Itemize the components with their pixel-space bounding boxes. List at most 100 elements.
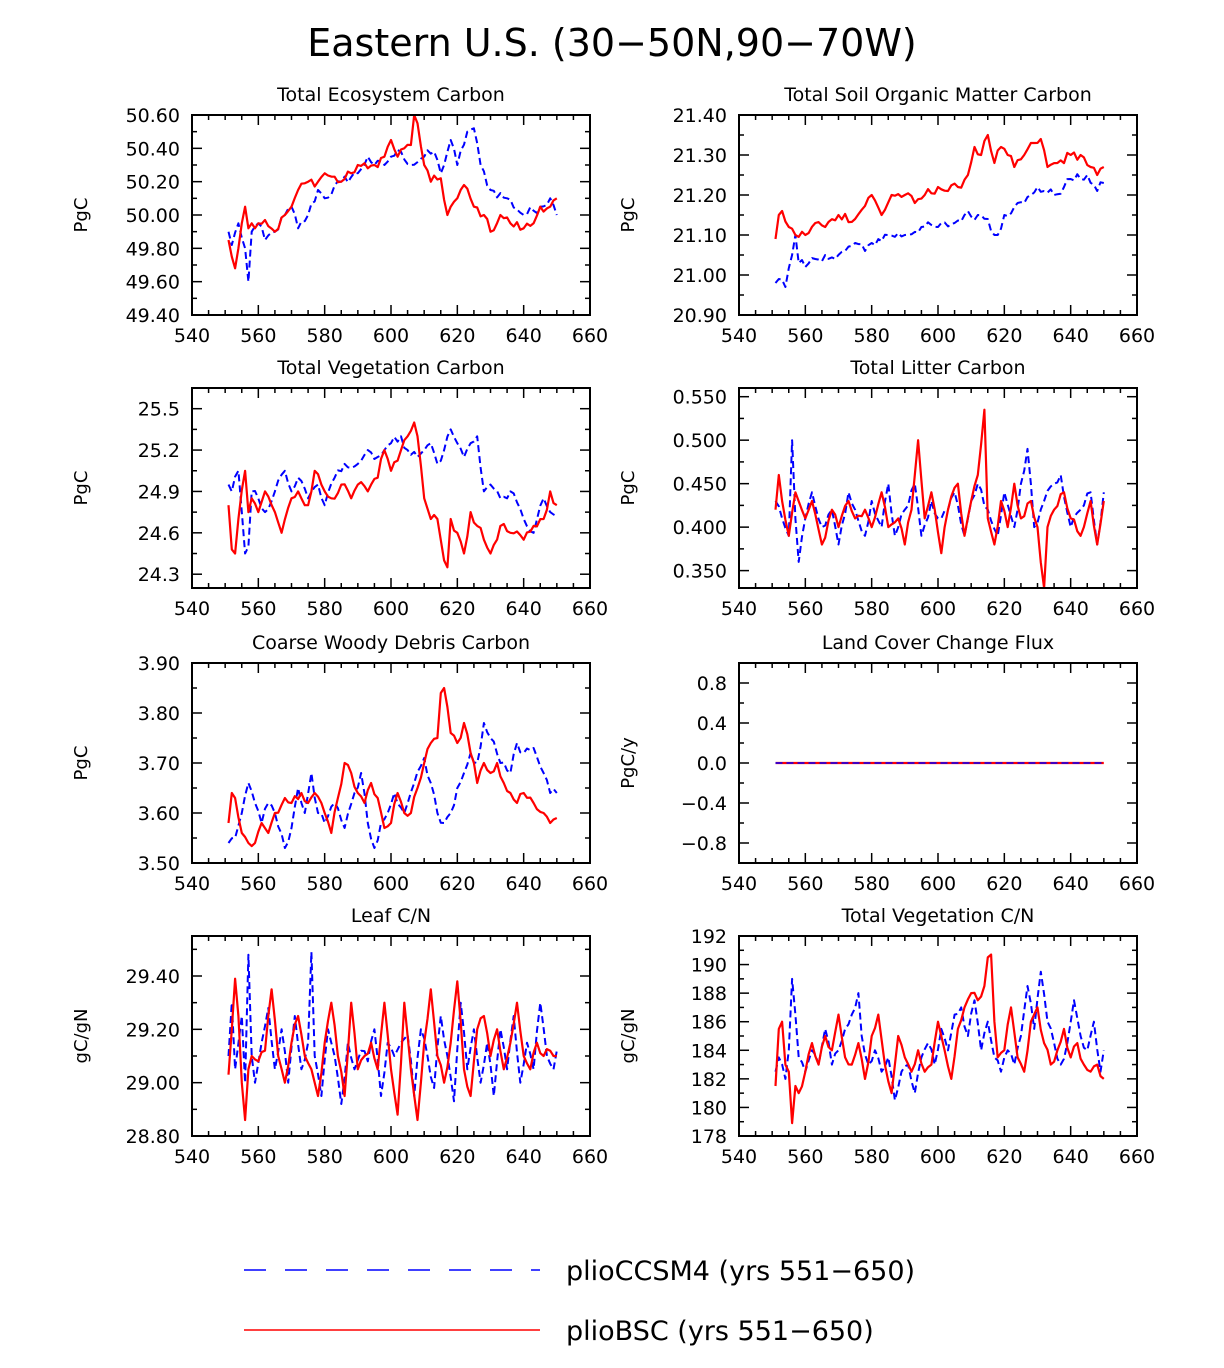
panel-title: Land Cover Change Flux bbox=[822, 632, 1054, 654]
y-axis-label: gC/gN bbox=[71, 1009, 92, 1064]
x-tick-label: 560 bbox=[787, 598, 823, 620]
x-tick-label: 540 bbox=[174, 1146, 210, 1168]
panel-title: Total Soil Organic Matter Carbon bbox=[783, 84, 1092, 106]
x-tick-label: 560 bbox=[240, 1146, 276, 1168]
panel-title: Leaf C/N bbox=[351, 905, 431, 927]
x-tick-label: 540 bbox=[721, 1146, 757, 1168]
x-tick-label: 620 bbox=[986, 1146, 1022, 1168]
x-tick-label: 560 bbox=[240, 873, 276, 895]
plot-frame bbox=[191, 935, 591, 1137]
y-axis-label: PgC bbox=[71, 746, 92, 781]
series-line-pliobsc bbox=[227, 686, 558, 848]
y-tick-label: −0.8 bbox=[681, 833, 727, 855]
y-axis-label: PgC bbox=[71, 471, 92, 506]
y-tick-label: 0.4 bbox=[697, 713, 727, 735]
x-tick-label: 640 bbox=[506, 873, 542, 895]
y-tick-label: 24.6 bbox=[138, 523, 180, 545]
x-tick-label: 560 bbox=[787, 325, 823, 347]
panel-title: Total Vegetation Carbon bbox=[276, 357, 504, 379]
plot-frame bbox=[191, 114, 591, 316]
panel-leaf-c-n: Leaf C/N gC/gN 540 560 580 600 620 640 660 28.80 2… bbox=[71, 905, 608, 1168]
y-tick-label: 0.500 bbox=[673, 430, 727, 452]
y-axis-label: gC/gN bbox=[618, 1009, 639, 1064]
series-line-plioccsm4 bbox=[227, 428, 558, 555]
y-tick-label: 25.5 bbox=[138, 399, 180, 421]
x-tick-label: 600 bbox=[373, 598, 409, 620]
x-tick-label: 600 bbox=[920, 598, 956, 620]
x-tick-label: 620 bbox=[986, 325, 1022, 347]
x-tick-label: 640 bbox=[1053, 873, 1089, 895]
x-tick-label: 620 bbox=[439, 325, 475, 347]
panel-coarse-woody-debris-carbon: Coarse Woody Debris Carbon PgC 540 560 580 60… bbox=[71, 632, 608, 895]
y-tick-label: 182 bbox=[691, 1069, 727, 1091]
panel-title: Total Ecosystem Carbon bbox=[276, 84, 505, 106]
plot-frame bbox=[738, 114, 1138, 316]
x-tick-label: 560 bbox=[240, 598, 276, 620]
y-tick-label: 24.9 bbox=[138, 481, 180, 503]
y-tick-label: 50.00 bbox=[126, 205, 180, 227]
panel-total-ecosystem-carbon: Total Ecosystem Carbon PgC 540 560 580 600 620… bbox=[71, 84, 608, 347]
y-tick-label: 186 bbox=[691, 1012, 727, 1034]
y-tick-label: 50.60 bbox=[126, 105, 180, 127]
y-tick-label: 28.80 bbox=[126, 1126, 180, 1148]
x-tick-label: 540 bbox=[721, 873, 757, 895]
y-tick-label: 192 bbox=[691, 926, 727, 948]
x-tick-label: 540 bbox=[174, 598, 210, 620]
y-tick-label: 21.00 bbox=[673, 265, 727, 287]
x-tick-label: 580 bbox=[307, 1146, 343, 1168]
y-tick-label: 3.60 bbox=[138, 803, 180, 825]
x-tick-label: 660 bbox=[572, 1146, 608, 1168]
y-tick-label: 21.40 bbox=[673, 105, 727, 127]
x-tick-label: 600 bbox=[920, 1146, 956, 1168]
x-tick-label: 540 bbox=[721, 325, 757, 347]
y-tick-label: −0.4 bbox=[681, 793, 727, 815]
y-tick-label: 3.70 bbox=[138, 753, 180, 775]
series-line-pliobsc bbox=[774, 408, 1105, 588]
series-line-pliobsc bbox=[774, 133, 1105, 240]
x-tick-label: 640 bbox=[506, 1146, 542, 1168]
figure-title: Eastern U.S. (30−50N,90−70W) bbox=[307, 21, 916, 65]
y-tick-label: 0.350 bbox=[673, 561, 727, 583]
legend-label-plioccsm4: plioCCSM4 (yrs 551−650) bbox=[566, 1256, 915, 1287]
series-line-plioccsm4 bbox=[227, 722, 558, 849]
x-tick-label: 620 bbox=[439, 873, 475, 895]
x-tick-label: 660 bbox=[1119, 325, 1155, 347]
y-tick-label: 3.50 bbox=[138, 853, 180, 875]
y-tick-label: 0.0 bbox=[697, 753, 727, 775]
y-tick-label: 21.20 bbox=[673, 185, 727, 207]
y-axis-label: PgC bbox=[71, 198, 92, 233]
y-tick-label: 50.20 bbox=[126, 172, 180, 194]
panel-title: Coarse Woody Debris Carbon bbox=[252, 632, 530, 654]
x-tick-label: 540 bbox=[174, 325, 210, 347]
y-tick-label: 21.30 bbox=[673, 145, 727, 167]
y-tick-label: 178 bbox=[691, 1126, 727, 1148]
x-tick-label: 620 bbox=[439, 1146, 475, 1168]
y-tick-label: 3.90 bbox=[138, 653, 180, 675]
x-tick-label: 660 bbox=[1119, 598, 1155, 620]
y-tick-label: 190 bbox=[691, 955, 727, 977]
x-tick-label: 580 bbox=[307, 325, 343, 347]
panel-total-vegetation-carbon: Total Vegetation Carbon PgC 540 560 580 600 62… bbox=[71, 357, 608, 620]
x-tick-label: 640 bbox=[1053, 1146, 1089, 1168]
y-tick-label: 184 bbox=[691, 1040, 727, 1062]
series-line-plioccsm4 bbox=[774, 970, 1105, 1102]
legend: plioCCSM4 (yrs 551−650) plioBSC (yrs 551… bbox=[244, 1256, 915, 1347]
plot-frame bbox=[191, 387, 591, 589]
x-tick-label: 640 bbox=[506, 598, 542, 620]
x-tick-label: 600 bbox=[373, 1146, 409, 1168]
panel-total-litter-carbon: Total Litter Carbon PgC 540 560 580 600 620 640… bbox=[618, 357, 1155, 620]
x-tick-label: 600 bbox=[373, 873, 409, 895]
panel-title: Total Vegetation C/N bbox=[841, 905, 1035, 927]
x-tick-label: 660 bbox=[572, 325, 608, 347]
series-line-pliobsc bbox=[227, 115, 558, 270]
panel-land-cover-change-flux: Land Cover Change Flux PgC/y 540 560 580 600 6… bbox=[618, 632, 1155, 895]
y-tick-label: 188 bbox=[691, 983, 727, 1005]
series-line-pliobsc bbox=[774, 953, 1105, 1125]
y-tick-label: 0.450 bbox=[673, 474, 727, 496]
x-tick-label: 620 bbox=[986, 873, 1022, 895]
x-tick-label: 600 bbox=[373, 325, 409, 347]
y-tick-label: 0.550 bbox=[673, 387, 727, 409]
panel-total-soil-organic-matter-carbon: Total Soil Organic Matter Carbon PgC 540 56… bbox=[618, 84, 1155, 347]
legend-label-pliobsc: plioBSC (yrs 551−650) bbox=[566, 1316, 874, 1347]
